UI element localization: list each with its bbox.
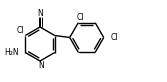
Text: N: N [38,61,44,70]
Text: N: N [37,9,43,17]
Text: Cl: Cl [76,13,84,22]
Text: Cl: Cl [17,26,24,35]
Text: Cl: Cl [111,33,118,42]
Text: H₂N: H₂N [5,48,19,57]
